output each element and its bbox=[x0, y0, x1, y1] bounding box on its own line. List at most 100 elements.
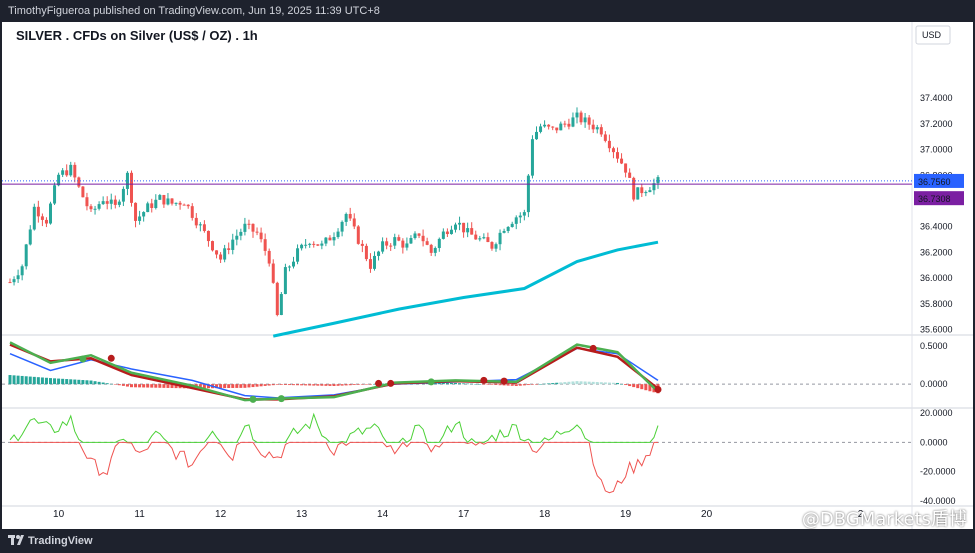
candle-body bbox=[591, 124, 595, 130]
candle-body bbox=[219, 254, 223, 260]
candle-body bbox=[32, 206, 36, 230]
candle-body bbox=[109, 199, 113, 204]
price-tick-label: 37.4000 bbox=[920, 93, 953, 103]
candle-body bbox=[73, 164, 77, 178]
macd-cross-dot bbox=[500, 377, 508, 385]
macd-histogram-bar bbox=[648, 384, 652, 392]
candle-body bbox=[364, 245, 368, 260]
macd-histogram-bar bbox=[567, 381, 571, 385]
tradingview-logo-icon bbox=[8, 535, 24, 545]
candle-body bbox=[283, 267, 287, 295]
candle-body bbox=[24, 244, 28, 267]
candle-body bbox=[458, 222, 462, 225]
macd-histogram-bar bbox=[526, 384, 530, 386]
macd-histogram-bar bbox=[24, 376, 28, 385]
macd-histogram-bar bbox=[490, 384, 494, 385]
macd-histogram-bar bbox=[150, 384, 154, 388]
macd-histogram-bar bbox=[12, 375, 16, 385]
macd-histogram-bar bbox=[510, 384, 514, 386]
macd-cross-dot bbox=[427, 378, 435, 386]
macd-histogram-bar bbox=[348, 384, 352, 386]
candle-body bbox=[8, 282, 12, 284]
candle-body bbox=[93, 208, 97, 210]
candle-body bbox=[312, 243, 316, 245]
candle-body bbox=[494, 244, 498, 249]
candle-body bbox=[101, 201, 105, 205]
candle-body bbox=[142, 212, 146, 217]
macd-histogram-bar bbox=[611, 382, 615, 385]
macd-histogram-bar bbox=[551, 383, 555, 385]
macd-histogram-bar bbox=[57, 378, 61, 385]
candle-body bbox=[599, 127, 603, 135]
candle-body bbox=[620, 158, 624, 164]
candle-body bbox=[530, 139, 534, 176]
candle-body bbox=[628, 172, 632, 178]
candle-body bbox=[425, 241, 429, 245]
candle-body bbox=[555, 127, 559, 131]
macd-histogram-bar bbox=[73, 379, 77, 385]
macd-histogram-bar bbox=[134, 384, 138, 388]
macd-histogram-bar bbox=[332, 384, 336, 386]
watermark-text: @DBGMarkets盾博 bbox=[801, 509, 967, 530]
macd-cross-dot bbox=[79, 355, 87, 363]
candle-body bbox=[360, 243, 364, 246]
macd-histogram-bar bbox=[267, 384, 271, 386]
candle-body bbox=[117, 201, 121, 205]
macd-histogram-bar bbox=[32, 376, 36, 385]
macd-histogram-bar bbox=[113, 384, 117, 385]
macd-histogram-bar bbox=[296, 384, 300, 386]
candle-body bbox=[603, 134, 607, 141]
candle-body bbox=[223, 248, 227, 260]
macd-histogram-bar bbox=[20, 375, 24, 385]
candle-body bbox=[202, 224, 206, 231]
current-price-label: 36.7560 bbox=[918, 177, 951, 187]
macd-histogram-bar bbox=[231, 384, 235, 388]
candle-body bbox=[381, 241, 385, 252]
macd-histogram-bar bbox=[624, 384, 628, 386]
macd-histogram-bar bbox=[259, 384, 263, 387]
candle-body bbox=[575, 112, 579, 118]
candle-body bbox=[57, 174, 61, 186]
candle-body bbox=[300, 244, 304, 249]
macd-histogram-bar bbox=[607, 382, 611, 385]
candle-body bbox=[401, 240, 405, 248]
candle-body bbox=[616, 152, 619, 159]
candle-body bbox=[482, 237, 486, 239]
macd-histogram-bar bbox=[474, 383, 478, 385]
macd-histogram-bar bbox=[360, 384, 364, 385]
candle-body bbox=[186, 204, 190, 207]
macd-slow-line bbox=[9, 343, 659, 401]
macd-histogram-bar bbox=[49, 378, 52, 385]
macd-histogram-bar bbox=[441, 382, 445, 385]
macd-histogram-bar bbox=[271, 384, 275, 386]
macd-histogram-bar bbox=[352, 384, 356, 385]
candle-body bbox=[526, 175, 530, 213]
macd-histogram-bar bbox=[263, 384, 267, 386]
currency-label: USD bbox=[922, 30, 942, 40]
macd-histogram-bar bbox=[583, 381, 587, 385]
macd-cross-dot bbox=[107, 354, 115, 362]
price-tick-label: 36.0000 bbox=[920, 273, 953, 283]
candle-body bbox=[437, 238, 441, 249]
chart-canvas[interactable]: SILVER . CFDs on Silver (US$ / OZ) . 1h U… bbox=[2, 22, 973, 529]
oscillator-line-negative bbox=[10, 441, 658, 494]
macd-histogram-bar bbox=[470, 383, 474, 385]
macd-histogram-bar bbox=[93, 381, 97, 385]
candle-body bbox=[308, 243, 312, 245]
macd-histogram-bar bbox=[522, 384, 526, 386]
candle-body bbox=[206, 230, 210, 242]
candle-body bbox=[332, 237, 336, 241]
candle-body bbox=[405, 243, 409, 248]
candle-body bbox=[20, 266, 24, 276]
macd-histogram-bar bbox=[320, 384, 324, 386]
current-price-tag bbox=[914, 173, 964, 188]
candle-body bbox=[121, 188, 125, 202]
candle-body bbox=[478, 238, 482, 240]
macd-histogram-bar bbox=[587, 381, 591, 385]
macd-histogram-bar bbox=[130, 384, 133, 388]
macd-histogram-bar bbox=[514, 384, 518, 386]
candle-body bbox=[559, 123, 563, 131]
chart-panel[interactable]: SILVER . CFDs on Silver (US$ / OZ) . 1h U… bbox=[2, 22, 973, 529]
price-tick-label: 35.8000 bbox=[920, 299, 953, 309]
macd-histogram-bar bbox=[543, 383, 547, 385]
